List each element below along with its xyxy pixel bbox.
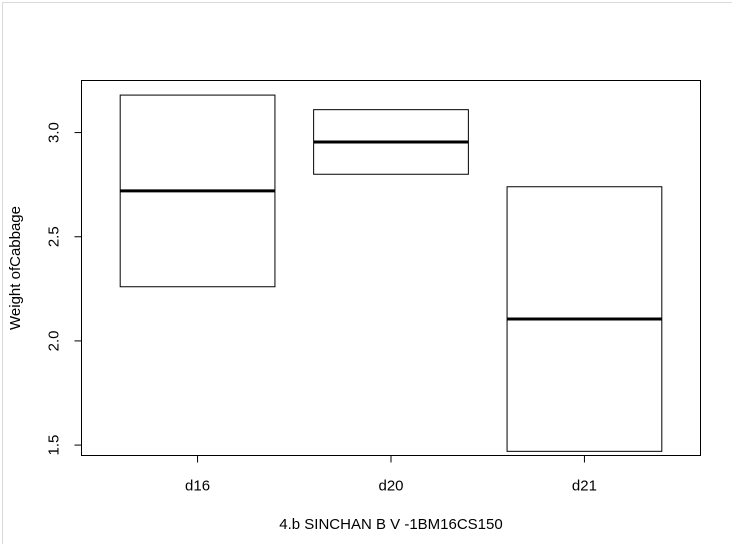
box-d21 <box>506 186 663 452</box>
y-tick-label: 1.5 <box>46 435 63 456</box>
y-axis-label: Weight ofCabbage <box>7 206 24 330</box>
x-tick-label: d21 <box>572 478 597 495</box>
box-d16 <box>119 94 276 288</box>
y-tick-label: 3.0 <box>46 122 63 143</box>
x-tick-label: d20 <box>378 478 403 495</box>
boxes-layer <box>119 94 663 452</box>
y-tick-label: 2.0 <box>46 330 63 351</box>
y-tick-label: 2.5 <box>46 226 63 247</box>
box-d20 <box>313 109 469 175</box>
x-axis: d16 d20 d21 <box>185 455 597 495</box>
x-tick-label: d16 <box>185 478 210 495</box>
y-axis: 1.5 2.0 2.5 3.0 <box>46 122 82 456</box>
x-axis-label: 4.b SINCHAN B V -1BM16CS150 <box>279 516 502 533</box>
